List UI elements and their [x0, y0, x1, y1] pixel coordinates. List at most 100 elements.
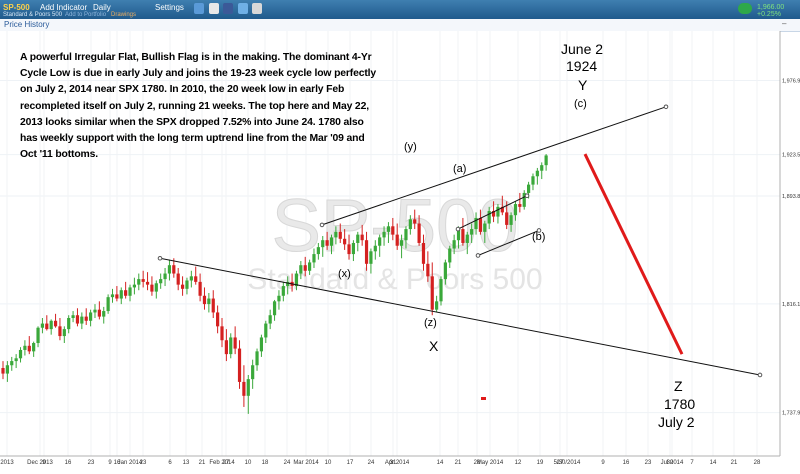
bookmark-icon[interactable]: [238, 3, 248, 14]
date-tick-label: 12: [515, 460, 522, 466]
trendline-handle[interactable]: [757, 372, 763, 378]
candle-body: [255, 351, 259, 366]
candle-body: [93, 309, 97, 313]
red-marker: [481, 397, 486, 400]
date-tick-label: 28: [754, 460, 761, 466]
panel-title[interactable]: Price History: [4, 20, 50, 29]
date-tick-label: 23: [140, 460, 147, 466]
candle-body: [163, 273, 167, 280]
candle-body: [382, 231, 386, 238]
date-tick-label: 6: [168, 460, 172, 466]
date-tick-label: 16: [65, 460, 72, 466]
candle-body: [172, 265, 176, 274]
date-tick-label: 31: [390, 460, 397, 466]
trendline-handle[interactable]: [524, 193, 530, 199]
help-icon[interactable]: [252, 3, 262, 14]
trendline-handle[interactable]: [157, 255, 163, 261]
trendline-handle[interactable]: [475, 253, 481, 258]
candle-body: [360, 234, 364, 241]
candle-body: [369, 251, 373, 264]
candle-body: [89, 312, 93, 321]
candle-body: [53, 320, 58, 327]
candle-body: [299, 265, 303, 274]
candle-body: [303, 265, 307, 271]
candle-body: [62, 329, 66, 337]
date-tick-label: 10: [245, 460, 252, 466]
candle-body: [27, 345, 31, 352]
candle-body: [277, 295, 281, 302]
candle-body: [452, 240, 456, 249]
drawings-link[interactable]: Drawings: [111, 12, 137, 18]
candle-body: [513, 204, 518, 216]
wave-label-c-paren: (c): [574, 98, 587, 110]
candle-body: [71, 315, 75, 319]
candle-body: [198, 281, 202, 296]
collapse-icon[interactable]: –: [782, 19, 787, 28]
settings-button[interactable]: Settings: [155, 3, 184, 12]
date-tick-label: 16: [623, 460, 630, 466]
symbol-field[interactable]: SP-500: [3, 3, 30, 12]
projection-line: [583, 153, 684, 355]
date-tick-label: 9: [601, 460, 605, 466]
candle-body: [45, 323, 49, 330]
candle-body: [97, 309, 101, 317]
candle-body: [496, 206, 500, 217]
candle-body: [224, 340, 228, 355]
interval-select[interactable]: Daily: [93, 3, 111, 12]
candle-body: [399, 240, 404, 246]
date-tick-label: 9: [108, 460, 112, 466]
candle-body: [268, 315, 272, 324]
facebook-icon[interactable]: [223, 3, 233, 14]
candle-body: [251, 365, 255, 380]
candle-body: [159, 279, 163, 284]
date-tick-label: 24: [284, 460, 291, 466]
date-tick-label: 27: [223, 460, 230, 466]
candle-body: [435, 301, 439, 310]
candle-body: [180, 284, 185, 289]
candle-body: [167, 265, 172, 274]
date-tick-label: 27: [557, 460, 564, 466]
june-value-label: 1924: [566, 58, 598, 74]
trendline-handle[interactable]: [663, 104, 669, 110]
candle-body: [14, 358, 18, 362]
date-tick-label: 13: [183, 460, 190, 466]
date-tick-label: 30: [667, 460, 674, 466]
date-tick-label: 28: [474, 460, 481, 466]
candle-body: [141, 279, 145, 282]
trendline-handle[interactable]: [536, 228, 542, 233]
candle-body: [487, 211, 491, 224]
candle-body: [509, 215, 513, 225]
candle-body: [500, 206, 504, 213]
candle-body: [329, 237, 334, 246]
candle-body: [207, 298, 211, 305]
print-icon[interactable]: [194, 3, 204, 14]
live-toggle-icon[interactable]: [738, 3, 752, 14]
add-indicator-button[interactable]: Add Indicator: [40, 3, 88, 12]
candle-body: [443, 262, 447, 280]
candle-body: [461, 229, 465, 243]
trendline-handle[interactable]: [455, 226, 461, 232]
wave-label-x-paren: (x): [338, 268, 351, 280]
candle-body: [421, 242, 426, 264]
email-icon[interactable]: [209, 3, 219, 14]
price-chart[interactable]: SP-500 Standard & Poors 500 1,976.921,92…: [0, 31, 800, 474]
date-tick-label: Feb 2014: [209, 460, 235, 466]
date-tick-label: 23: [645, 460, 652, 466]
candle-body: [321, 240, 325, 248]
candle-body: [395, 234, 399, 246]
add-to-portfolio-link[interactable]: Add to Portfolio: [65, 12, 107, 18]
wave-label-Z: Z: [674, 378, 683, 394]
candle-body: [351, 242, 355, 255]
candle-body: [373, 245, 377, 252]
candle-body: [343, 238, 347, 245]
top-toolbar: SP-500 Add Indicator Daily Settings 1,96…: [0, 0, 800, 19]
candle-body: [119, 290, 123, 299]
date-tick-label: 23: [88, 460, 95, 466]
candle-body: [264, 323, 268, 338]
candle-body: [465, 234, 469, 243]
date-tick-label: 9: [42, 460, 46, 466]
candle-body: [10, 361, 14, 366]
candle-body: [413, 219, 417, 224]
trendline-handle[interactable]: [319, 222, 325, 228]
